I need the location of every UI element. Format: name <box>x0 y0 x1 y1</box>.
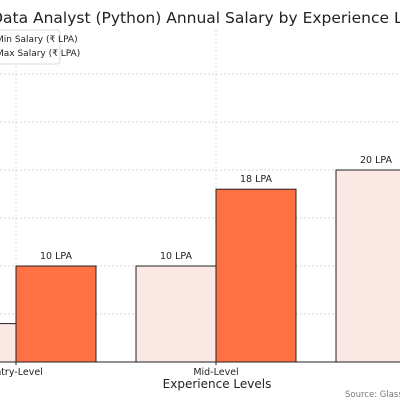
x-tick-label: Mid-Level <box>193 367 238 378</box>
legend-box <box>0 29 61 65</box>
chart-title: Data Analyst (Python) Annual Salary by E… <box>0 9 400 27</box>
bar-max-entry-level <box>15 265 97 363</box>
x-axis-label: Experience Levels <box>163 377 272 391</box>
bar-min-entry-level <box>0 323 17 363</box>
legend: Min Salary (₹ LPA) Max Salary (₹ LPA) <box>0 29 80 65</box>
legend-label: Min Salary (₹ LPA) <box>0 35 78 45</box>
legend-label: Max Salary (₹ LPA) <box>0 49 80 59</box>
bars <box>0 169 400 363</box>
source-note: Source: Glassdoor <box>345 390 400 400</box>
bar-value-label: 10 LPA <box>160 251 193 262</box>
bar-labels: 10 LPA 20 LPA 10 LPA 18 LPA <box>40 155 393 262</box>
bar-min-senior <box>335 169 400 363</box>
bar-min-mid-level <box>135 265 217 363</box>
x-tick-label: Entry-Level <box>0 367 43 378</box>
bar-value-label: 20 LPA <box>360 155 393 166</box>
bar-value-label: 18 LPA <box>240 174 273 185</box>
bar-max-mid-level <box>215 188 297 363</box>
bar-value-label: 10 LPA <box>40 251 73 262</box>
